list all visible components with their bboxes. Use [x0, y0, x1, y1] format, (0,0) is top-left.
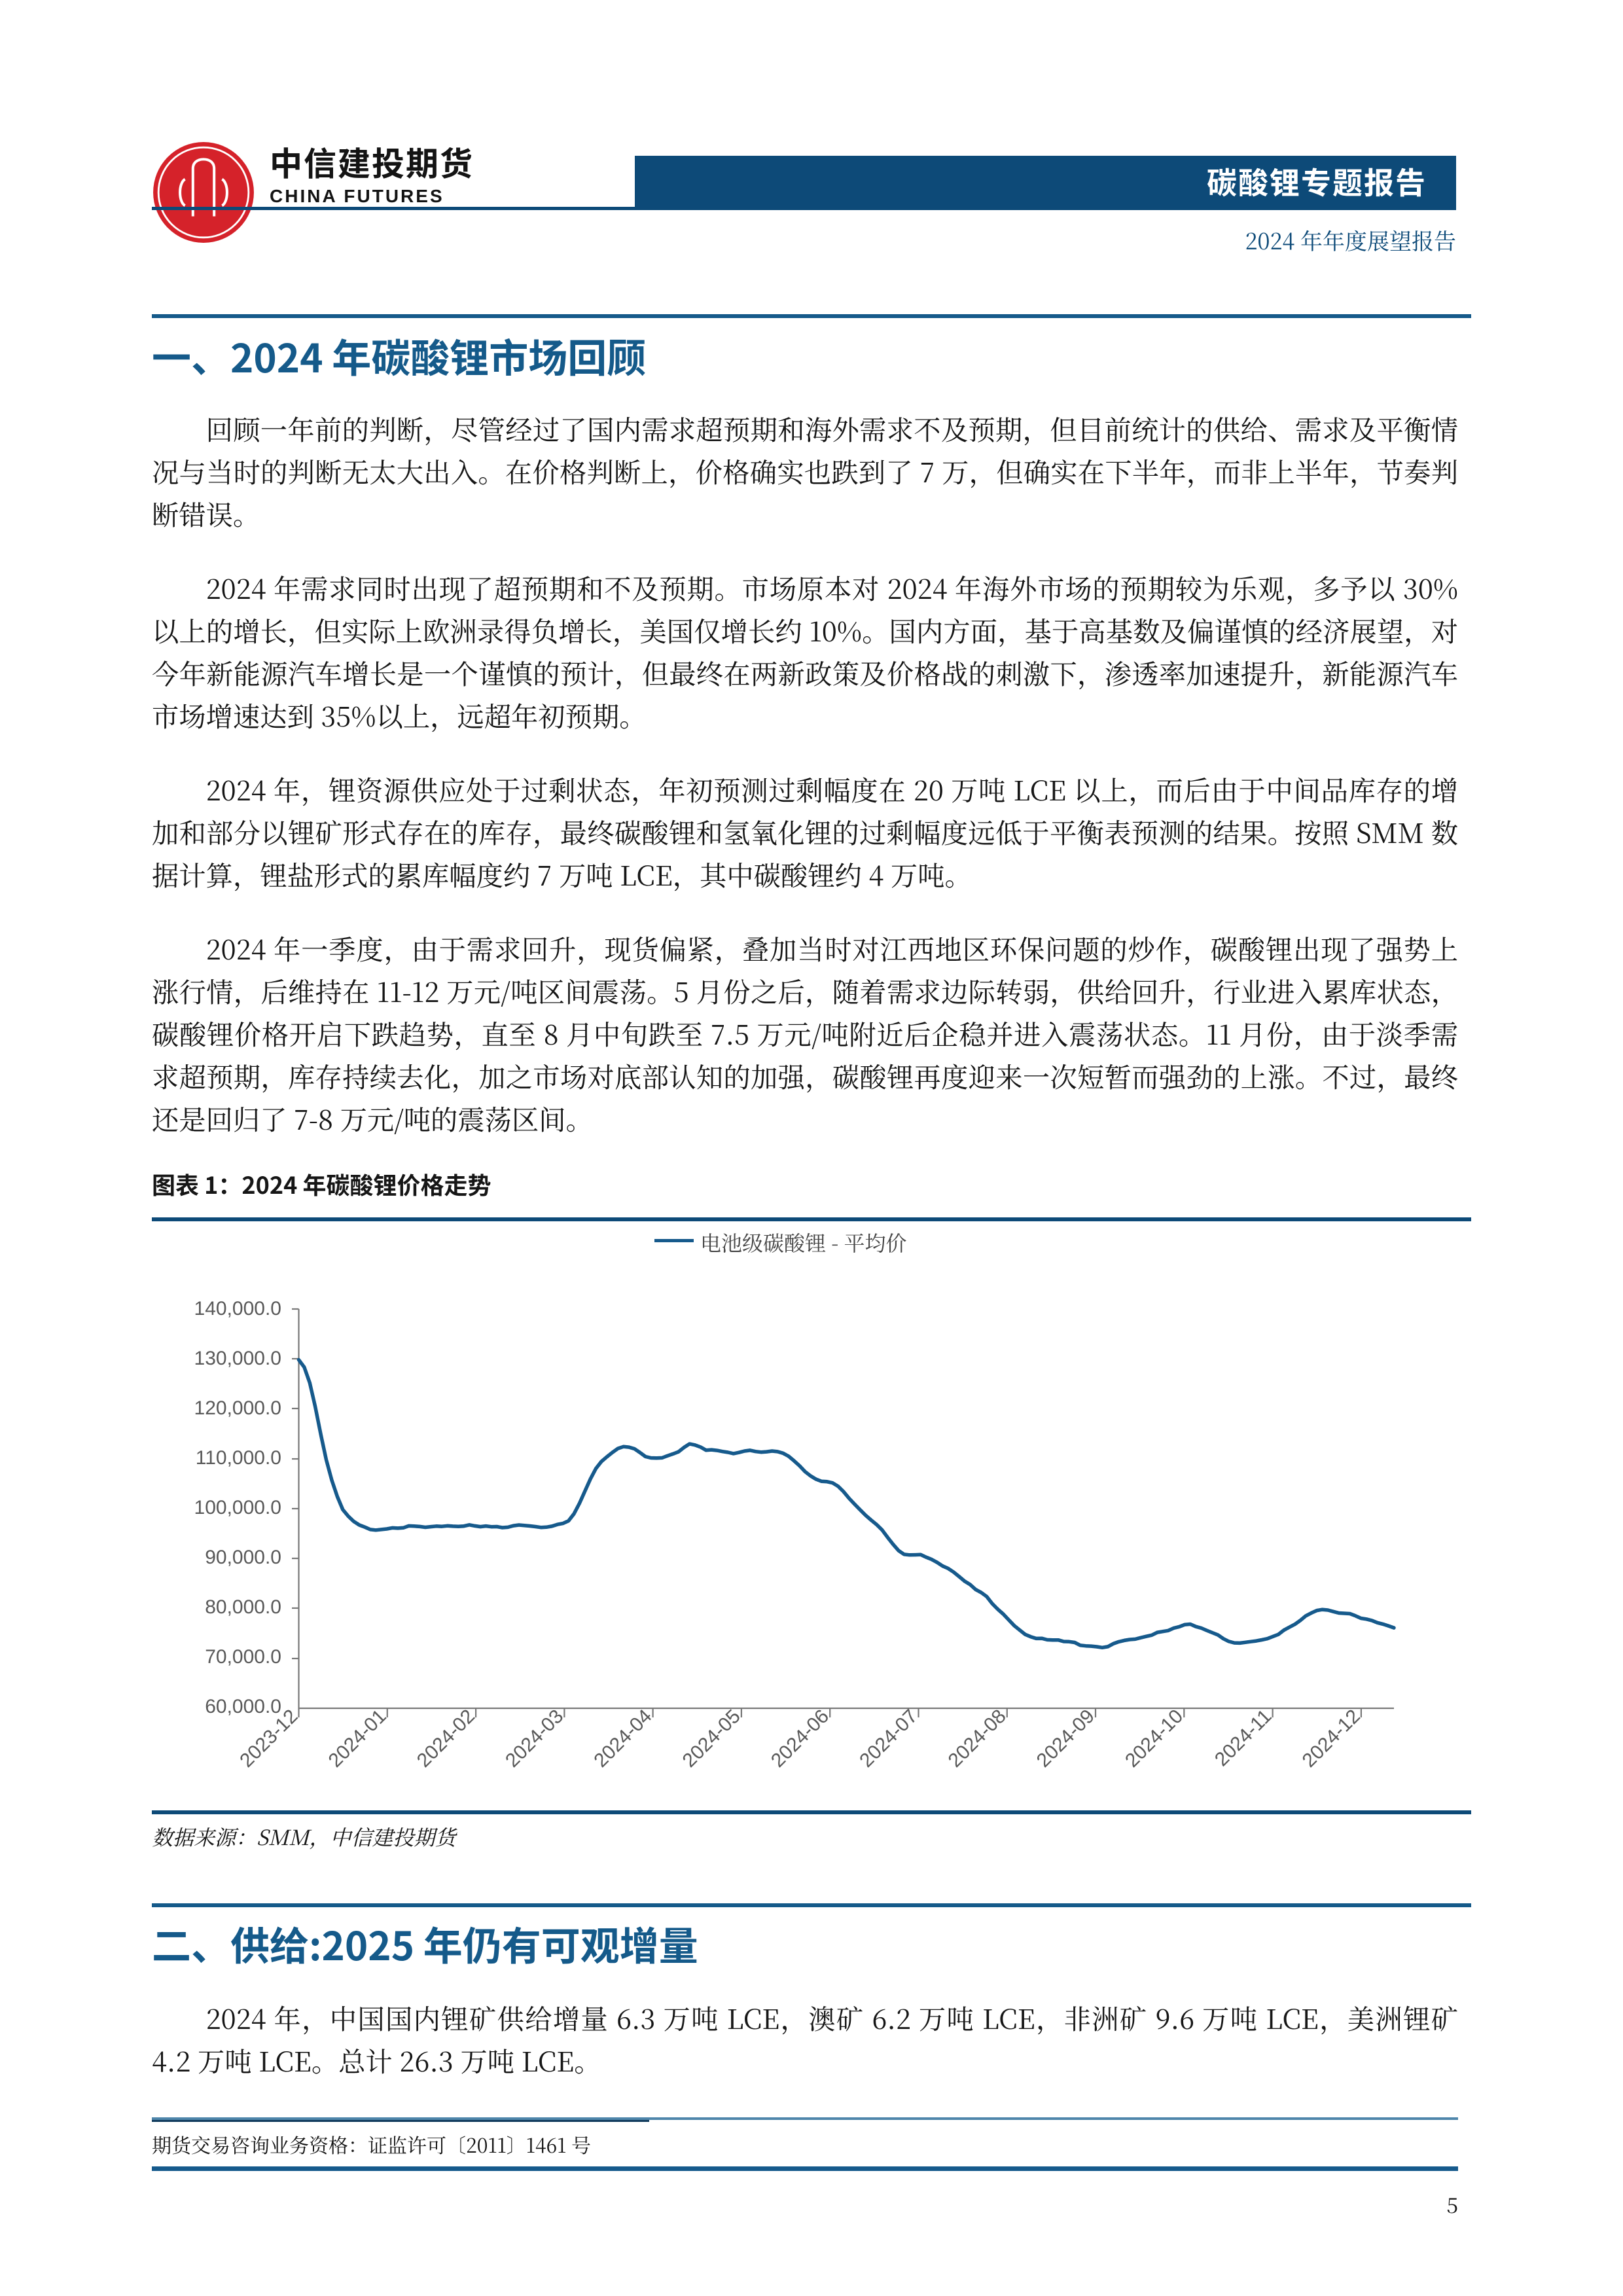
svg-text:2024-10: 2024-10 — [1121, 1706, 1187, 1772]
svg-text:2024-06: 2024-06 — [767, 1706, 833, 1772]
svg-text:70,000.0: 70,000.0 — [205, 1646, 281, 1668]
svg-text:100,000.0: 100,000.0 — [194, 1497, 281, 1518]
svg-text:140,000.0: 140,000.0 — [194, 1298, 281, 1319]
svg-text:2024-11: 2024-11 — [1211, 1706, 1276, 1771]
svg-text:2024-03: 2024-03 — [501, 1706, 567, 1772]
svg-text:2024-05: 2024-05 — [679, 1706, 745, 1772]
svg-text:2024-08: 2024-08 — [944, 1706, 1010, 1772]
svg-text:2024-12: 2024-12 — [1298, 1706, 1364, 1772]
svg-text:110,000.0: 110,000.0 — [196, 1447, 281, 1469]
svg-text:2024-09: 2024-09 — [1033, 1706, 1099, 1772]
svg-text:2024-01: 2024-01 — [325, 1706, 391, 1772]
svg-text:60,000.0: 60,000.0 — [205, 1696, 281, 1717]
svg-text:2024-04: 2024-04 — [590, 1706, 656, 1772]
svg-text:130,000.0: 130,000.0 — [194, 1348, 281, 1369]
svg-text:2024-02: 2024-02 — [413, 1706, 479, 1772]
svg-text:80,000.0: 80,000.0 — [205, 1596, 281, 1618]
svg-text:2024-07: 2024-07 — [855, 1706, 921, 1772]
svg-text:120,000.0: 120,000.0 — [194, 1397, 281, 1419]
svg-text:90,000.0: 90,000.0 — [205, 1547, 281, 1568]
